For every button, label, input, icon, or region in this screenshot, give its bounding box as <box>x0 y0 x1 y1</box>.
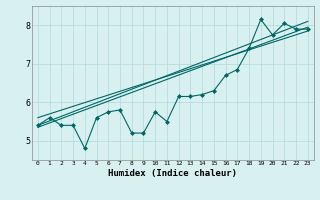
X-axis label: Humidex (Indice chaleur): Humidex (Indice chaleur) <box>108 169 237 178</box>
